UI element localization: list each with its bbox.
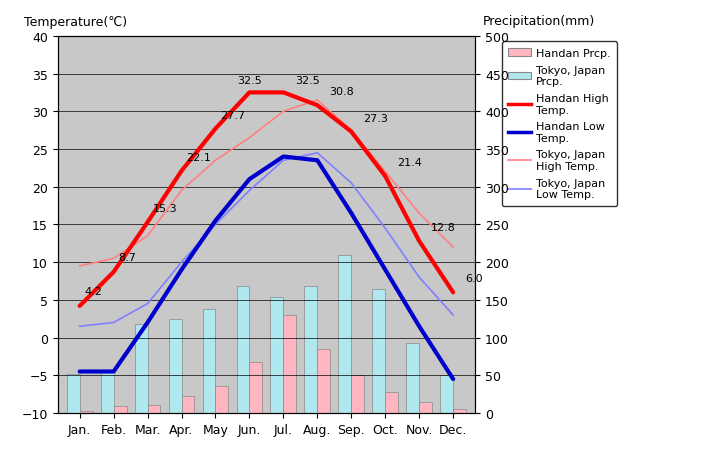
- Bar: [249, 362, 262, 413]
- Bar: [237, 286, 249, 413]
- Text: 32.5: 32.5: [238, 76, 262, 86]
- Text: 32.5: 32.5: [295, 76, 320, 86]
- Bar: [80, 411, 93, 413]
- Text: Precipitation(mm): Precipitation(mm): [482, 15, 595, 28]
- Bar: [215, 386, 228, 413]
- Bar: [338, 255, 351, 413]
- Bar: [372, 289, 385, 413]
- Text: Temperature(℃): Temperature(℃): [24, 16, 127, 29]
- Legend: Handan Prcp., Tokyo, Japan
Prcp., Handan High
Temp., Handan Low
Temp., Tokyo, Ja: Handan Prcp., Tokyo, Japan Prcp., Handan…: [502, 42, 617, 207]
- Bar: [181, 396, 194, 413]
- Bar: [440, 375, 453, 413]
- Bar: [135, 324, 148, 413]
- Bar: [406, 343, 419, 413]
- Text: 4.2: 4.2: [85, 286, 103, 297]
- Bar: [284, 315, 296, 413]
- Bar: [271, 297, 284, 413]
- Bar: [419, 403, 432, 413]
- Bar: [114, 406, 127, 413]
- Text: 12.8: 12.8: [431, 223, 456, 232]
- Bar: [453, 409, 466, 413]
- Bar: [67, 374, 80, 413]
- Bar: [148, 406, 161, 413]
- Bar: [305, 286, 318, 413]
- Text: 8.7: 8.7: [119, 252, 137, 263]
- Text: 27.7: 27.7: [220, 110, 246, 120]
- Bar: [168, 319, 181, 413]
- Bar: [318, 349, 330, 413]
- Text: 15.3: 15.3: [153, 204, 177, 213]
- Text: 30.8: 30.8: [329, 87, 354, 97]
- Text: 21.4: 21.4: [397, 158, 422, 168]
- Bar: [101, 371, 114, 413]
- Text: 22.1: 22.1: [186, 152, 212, 162]
- Text: 6.0: 6.0: [465, 274, 482, 284]
- Text: 27.3: 27.3: [363, 113, 388, 123]
- Bar: [385, 392, 398, 413]
- Bar: [202, 309, 215, 413]
- Bar: [351, 375, 364, 413]
